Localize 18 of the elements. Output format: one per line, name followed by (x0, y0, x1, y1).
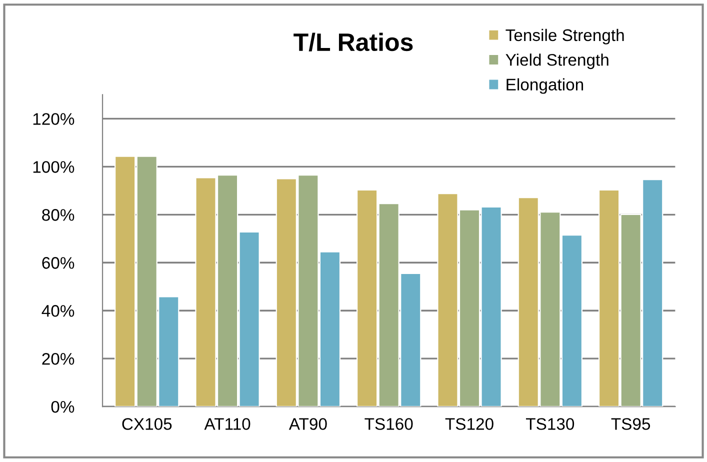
chart-title: T/L Ratios (294, 32, 413, 52)
x-tick-label: TS120 (445, 418, 494, 430)
y-tick-label: 120% (33, 113, 74, 125)
x-tick-label: CX105 (122, 418, 172, 430)
x-tick-label: AT90 (288, 418, 327, 430)
y-tick-label: 20% (42, 352, 74, 365)
y-tick-label: 80% (42, 209, 74, 221)
legend-label: Tensile Strength (506, 28, 624, 44)
y-tick-label: 100% (33, 161, 74, 173)
legend-label: Yield Strength (506, 54, 608, 70)
y-tick-label: 40% (42, 305, 74, 317)
legend-label: Elongation (506, 78, 584, 94)
y-tick-label: 60% (42, 257, 74, 269)
x-tick-label: AT110 (204, 418, 250, 430)
x-tick-label: TS95 (611, 418, 650, 430)
x-tick-label: TS130 (526, 418, 574, 430)
x-tick-label: TS160 (364, 418, 413, 430)
y-tick-label: 0% (51, 400, 74, 413)
